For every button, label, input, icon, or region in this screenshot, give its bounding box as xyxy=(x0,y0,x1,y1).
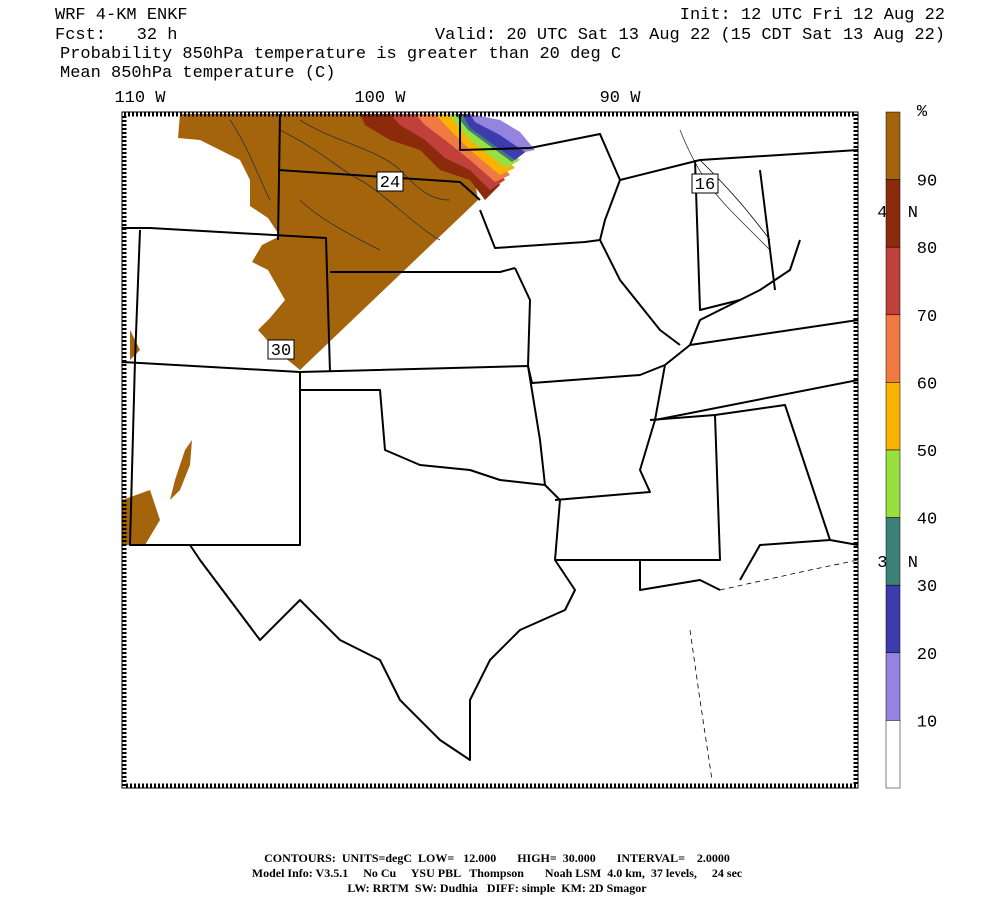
prob-shading xyxy=(435,114,515,175)
init-time: Init: 12 UTC Fri 12 Aug 22 xyxy=(680,6,945,25)
colorbar-segment xyxy=(885,179,901,248)
contour-label-box xyxy=(691,173,719,194)
lon-label: 90 W xyxy=(600,89,642,108)
contour-label-box xyxy=(267,339,295,360)
model-name: WRF 4-KM ENKF xyxy=(55,6,188,25)
colorbar-label: 20 xyxy=(917,646,937,665)
colorbar-segment xyxy=(885,652,901,721)
contour-label: 16 xyxy=(695,176,715,195)
prob-shading xyxy=(415,114,510,182)
state-border xyxy=(459,114,621,249)
colorbar-unit: % xyxy=(917,103,928,122)
forecast-hour: Fcst: 32 h xyxy=(55,26,177,45)
state-border xyxy=(654,379,859,421)
state-border xyxy=(689,319,859,346)
footer-line: LW: RRTM SW: Dudhia DIFF: simple KM: 2D … xyxy=(347,881,647,895)
prob-shading xyxy=(470,114,535,152)
state-border xyxy=(555,559,721,591)
state-border xyxy=(694,159,741,311)
colorbar-label: 80 xyxy=(917,240,937,259)
colorbar-segment xyxy=(885,314,901,383)
colorbar-label: 30 xyxy=(917,578,937,597)
colorbar-label: 70 xyxy=(917,308,937,327)
colorbar: % 90 80 70 60 50 40 30 20 10 xyxy=(885,103,937,789)
state-border xyxy=(640,414,721,561)
footer-line: Model Info: V3.5.1 No Cu YSU PBL Thompso… xyxy=(252,866,743,880)
temperature-contour xyxy=(299,119,451,201)
colorbar-segment xyxy=(885,246,901,316)
map-background xyxy=(122,112,858,788)
footer-line: CONTOURS: UNITS=degC LOW= 12.000 HIGH= 3… xyxy=(264,851,730,865)
colorbar-label: 50 xyxy=(917,443,937,462)
colorbar-segment xyxy=(885,449,901,518)
map xyxy=(121,111,859,789)
map-frame xyxy=(121,111,859,789)
prob-shading xyxy=(390,114,505,190)
valid-time: Valid: 20 UTC Sat 13 Aug 22 (15 CDT Sat … xyxy=(435,26,945,45)
colorbar-label: 10 xyxy=(917,713,937,732)
lon-label: 100 W xyxy=(354,89,406,108)
prob-shading xyxy=(170,440,192,500)
colorbar-segment xyxy=(885,720,901,789)
colorbar-segment xyxy=(885,111,901,180)
state-border xyxy=(122,227,331,373)
colorbar-segment xyxy=(885,584,901,654)
colorbar-segment xyxy=(885,382,901,451)
state-border xyxy=(714,404,859,546)
state-border xyxy=(330,267,516,273)
river xyxy=(699,159,771,241)
contour-label-group: 24 16 30 xyxy=(267,171,719,361)
map-frame xyxy=(121,111,859,789)
temperature-contour xyxy=(299,199,381,251)
colorbar-segment xyxy=(885,517,901,586)
state-border xyxy=(739,539,831,581)
temperature-contour xyxy=(279,129,441,241)
offshore-boundary xyxy=(719,559,859,591)
contour-label: 30 xyxy=(271,342,291,361)
state-border xyxy=(759,169,776,291)
lon-label: 110 W xyxy=(114,89,166,108)
colorbar-label: 60 xyxy=(917,375,937,394)
state-border xyxy=(599,239,681,346)
state-border xyxy=(277,169,481,201)
subtitle: Mean 850hPa temperature (C) xyxy=(60,64,335,83)
title: Probability 850hPa temperature is greate… xyxy=(60,45,621,64)
contour-label: 24 xyxy=(380,174,400,193)
state-border xyxy=(277,113,281,241)
temperature-contour xyxy=(229,119,271,201)
colorbar-label: 90 xyxy=(917,173,937,192)
contour-label-box xyxy=(376,171,404,192)
colorbar-label: 40 xyxy=(917,511,937,530)
state-border xyxy=(514,267,546,486)
